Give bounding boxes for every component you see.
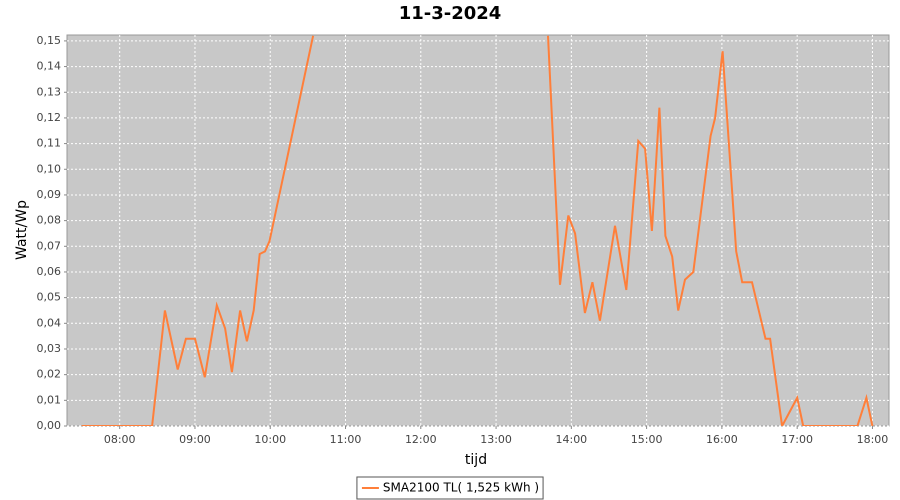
y-tick-label: 0,08 xyxy=(37,214,62,227)
x-tick-label: 08:00 xyxy=(104,433,136,446)
y-tick-label: 0,04 xyxy=(37,316,62,329)
x-tick-label: 16:00 xyxy=(706,433,738,446)
y-tick-label: 0,02 xyxy=(37,368,62,381)
x-tick-label: 10:00 xyxy=(254,433,286,446)
line-series xyxy=(81,35,874,426)
y-tick-label: 0,00 xyxy=(37,419,62,432)
y-tick-label: 0,06 xyxy=(37,265,62,278)
y-tick-label: 0,01 xyxy=(37,393,62,406)
x-tick-label: 09:00 xyxy=(179,433,211,446)
x-axis-label: tijd xyxy=(465,452,487,468)
y-tick-label: 0,15 xyxy=(37,34,62,47)
legend-label: SMA2100 TL( 1,525 kWh ) xyxy=(383,481,539,495)
x-tick-label: 12:00 xyxy=(405,433,437,446)
plot-area xyxy=(66,34,890,427)
chart-title: 11-3-2024 xyxy=(399,3,502,24)
legend: SMA2100 TL( 1,525 kWh ) xyxy=(356,476,544,500)
y-tick-label: 0,12 xyxy=(37,111,62,124)
y-tick-label: 0,13 xyxy=(37,85,62,98)
y-tick-label: 0,03 xyxy=(37,342,62,355)
x-tick-label: 11:00 xyxy=(330,433,362,446)
x-tick-label: 15:00 xyxy=(631,433,663,446)
y-tick-label: 0,09 xyxy=(37,188,62,201)
y-tick-label: 0,10 xyxy=(37,162,62,175)
legend-box xyxy=(356,476,544,500)
y-tick-label: 0,11 xyxy=(37,137,62,150)
y-tick-label: 0,14 xyxy=(37,60,62,73)
x-tick-label: 14:00 xyxy=(555,433,587,446)
x-tick-label: 18:00 xyxy=(857,433,889,446)
x-tick-label: 13:00 xyxy=(480,433,512,446)
x-tick-label: 17:00 xyxy=(781,433,813,446)
y-axis-label: Watt/Wp xyxy=(14,200,30,260)
y-tick-label: 0,05 xyxy=(37,291,62,304)
y-tick-label: 0,07 xyxy=(37,239,62,252)
